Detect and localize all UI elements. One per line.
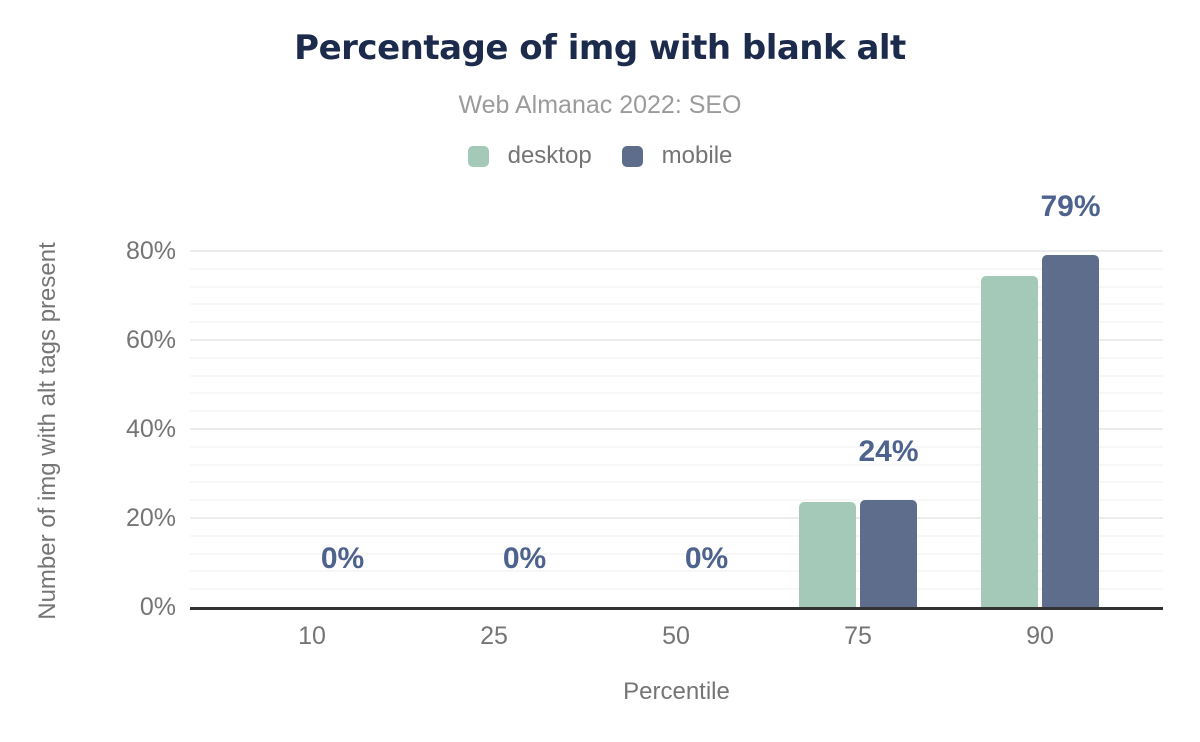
minor-gridline-28	[190, 481, 1163, 484]
data-label-p25: 0%	[502, 542, 547, 575]
data-label-p90: 79%	[1040, 190, 1101, 224]
bar-desktop-p75	[799, 502, 856, 607]
minor-gridline-36	[190, 445, 1163, 448]
x-tick-75: 75	[844, 622, 872, 650]
minor-gridline-48	[190, 392, 1163, 395]
legend-swatch-desktop	[467, 145, 489, 167]
legend-label-desktop: desktop	[507, 142, 592, 169]
minor-gridline-68	[190, 303, 1163, 306]
x-tick-50: 50	[662, 622, 690, 650]
data-label-p10: 0%	[320, 542, 365, 575]
x-tick-10: 10	[298, 622, 326, 650]
y-tick-20: 20%	[125, 504, 176, 532]
major-gridline-60	[190, 339, 1163, 341]
legend-item-desktop: desktop	[467, 142, 592, 170]
data-label-p75: 24%	[858, 435, 919, 469]
x-axis-title: Percentile	[623, 678, 730, 705]
chart-subtitle: Web Almanac 2022: SEO	[458, 91, 742, 119]
minor-gridline-52	[190, 374, 1163, 377]
major-gridline-80	[190, 250, 1163, 252]
major-gridline-40	[190, 428, 1163, 430]
x-tick-90: 90	[1026, 622, 1054, 650]
y-tick-40: 40%	[125, 415, 176, 443]
y-tick-80: 80%	[125, 237, 176, 265]
minor-gridline-72	[190, 285, 1163, 288]
minor-gridline-32	[190, 463, 1163, 466]
x-tick-25: 25	[480, 622, 508, 650]
legend-swatch-mobile	[621, 145, 643, 167]
bar-desktop-p90	[981, 275, 1038, 607]
minor-gridline-64	[190, 321, 1163, 324]
minor-gridline-16	[190, 534, 1163, 537]
minor-gridline-56	[190, 356, 1163, 359]
minor-gridline-76	[190, 267, 1163, 270]
data-label-p50: 0%	[684, 542, 729, 575]
minor-gridline-12	[190, 552, 1163, 555]
legend-item-mobile: mobile	[621, 142, 733, 170]
y-tick-0: 0%	[139, 593, 176, 621]
bar-mobile-p75	[860, 500, 917, 607]
minor-gridline-4	[190, 588, 1163, 591]
plot-area: 0% 0% 0% 24% 79% 10 25 50 75 90	[190, 192, 1163, 649]
minor-gridline-24	[190, 499, 1163, 502]
minor-gridline-44	[190, 410, 1163, 413]
y-tick-60: 60%	[125, 326, 176, 354]
legend-label-mobile: mobile	[661, 142, 733, 169]
legend: desktop mobile	[0, 142, 1200, 170]
major-gridline-20	[190, 517, 1163, 519]
chart-title: Percentage of img with blank alt	[294, 28, 906, 68]
minor-gridline-8	[190, 570, 1163, 573]
bar-mobile-p90	[1042, 255, 1099, 607]
